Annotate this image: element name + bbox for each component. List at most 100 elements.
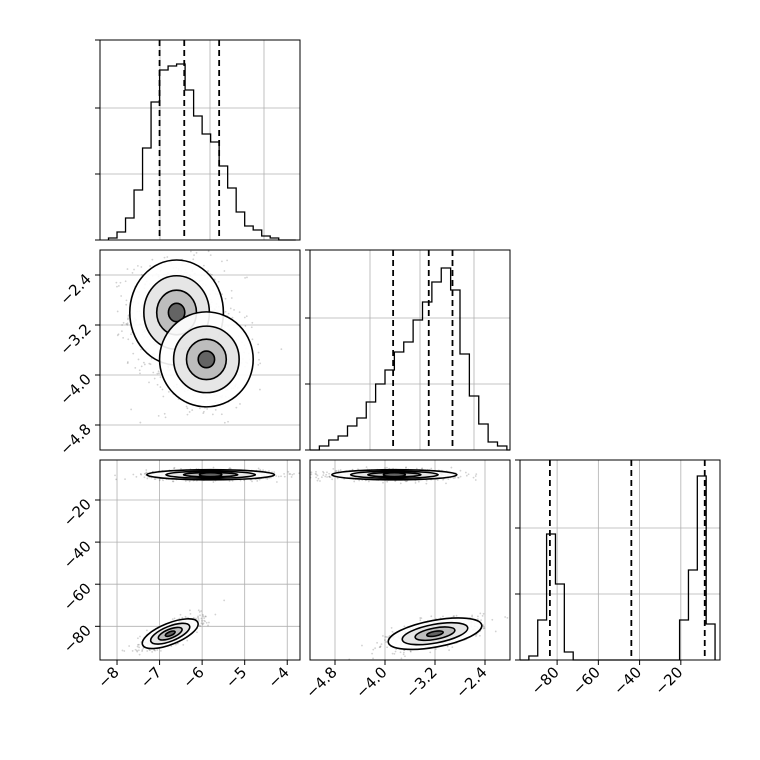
sample-point bbox=[474, 475, 477, 477]
sample-point bbox=[133, 268, 135, 271]
sample-point bbox=[123, 650, 126, 652]
sample-point bbox=[480, 619, 483, 622]
sample-point bbox=[315, 476, 318, 479]
sample-point bbox=[477, 615, 479, 618]
sample-point bbox=[384, 635, 387, 638]
hist_p2-frame bbox=[309, 249, 511, 451]
sample-point bbox=[223, 599, 226, 602]
sample-point bbox=[212, 481, 215, 483]
sample-point bbox=[262, 469, 264, 472]
sample-point bbox=[251, 321, 254, 324]
sample-point bbox=[136, 264, 139, 267]
sample-point bbox=[192, 616, 195, 619]
sample-point bbox=[385, 641, 388, 643]
sample-point bbox=[173, 466, 176, 469]
sample-point bbox=[137, 637, 139, 640]
scatter_p3_p1-panel: −8 −7 −6 −5 −4 −20 −40 −60 −80 bbox=[60, 459, 303, 692]
sample-point bbox=[224, 297, 227, 300]
x-tick-label: −7 bbox=[137, 663, 165, 691]
sample-point bbox=[211, 413, 214, 416]
sample-point bbox=[307, 476, 309, 478]
sample-point bbox=[230, 289, 233, 292]
sample-point bbox=[162, 395, 165, 398]
sample-point bbox=[182, 643, 185, 646]
sample-point bbox=[127, 318, 129, 321]
sample-point bbox=[378, 646, 381, 649]
sample-point bbox=[143, 363, 146, 366]
sample-point bbox=[445, 482, 447, 485]
sample-point bbox=[198, 247, 200, 249]
sample-point bbox=[336, 477, 339, 480]
sample-point bbox=[404, 480, 407, 483]
sample-point bbox=[223, 270, 226, 272]
sample-point bbox=[221, 260, 223, 263]
sample-point bbox=[452, 615, 455, 618]
y-tick-label: −4.8 bbox=[56, 420, 94, 458]
sample-point bbox=[149, 265, 152, 267]
sample-point bbox=[186, 413, 189, 416]
sample-point bbox=[130, 408, 133, 411]
sample-point bbox=[474, 479, 477, 481]
sample-point bbox=[231, 316, 234, 319]
sample-point bbox=[471, 614, 474, 617]
sample-point bbox=[454, 476, 456, 479]
sample-point bbox=[475, 635, 477, 637]
sample-point bbox=[404, 655, 406, 658]
sample-point bbox=[482, 612, 485, 615]
sample-point bbox=[425, 479, 428, 482]
sample-point bbox=[280, 348, 283, 351]
sample-point bbox=[142, 361, 145, 364]
sample-point bbox=[319, 480, 321, 482]
sample-point bbox=[483, 627, 486, 630]
sample-point bbox=[173, 245, 175, 247]
sample-point bbox=[257, 343, 260, 346]
sample-point bbox=[209, 254, 212, 257]
sample-point bbox=[121, 649, 124, 652]
x-tick-label: −8 bbox=[94, 663, 122, 691]
sample-point bbox=[197, 609, 200, 612]
sample-point bbox=[195, 251, 198, 254]
x-tick-label: −6 bbox=[179, 663, 207, 691]
sample-point bbox=[152, 371, 155, 374]
sample-point bbox=[163, 412, 166, 415]
sample-point bbox=[258, 358, 260, 361]
sample-point bbox=[132, 473, 135, 476]
sample-point bbox=[358, 479, 361, 482]
sample-point bbox=[139, 372, 141, 375]
sample-point bbox=[203, 410, 205, 413]
sample-point bbox=[153, 649, 155, 651]
sample-point bbox=[184, 615, 187, 618]
sample-point bbox=[145, 471, 148, 474]
sample-point bbox=[157, 414, 160, 417]
sample-point bbox=[224, 310, 227, 313]
scatter_p3_p1-frame bbox=[99, 459, 301, 661]
x-tick-label: −20 bbox=[651, 663, 686, 698]
sample-point bbox=[452, 477, 455, 479]
sample-point bbox=[125, 299, 128, 302]
sample-point bbox=[200, 619, 203, 622]
sample-point bbox=[316, 474, 319, 477]
sample-point bbox=[250, 326, 253, 329]
sample-point bbox=[266, 478, 269, 480]
sample-point bbox=[220, 413, 223, 416]
sample-point bbox=[138, 653, 141, 656]
sample-point bbox=[372, 648, 375, 651]
sample-point bbox=[140, 473, 143, 476]
sample-point bbox=[420, 617, 423, 619]
sample-point bbox=[400, 657, 403, 660]
sample-point bbox=[131, 342, 134, 345]
sample-point bbox=[188, 480, 191, 483]
sample-point bbox=[173, 617, 176, 620]
sample-point bbox=[409, 650, 412, 652]
sample-point bbox=[301, 474, 303, 476]
sample-point bbox=[230, 297, 233, 299]
sample-point bbox=[146, 477, 149, 480]
sample-point bbox=[208, 621, 210, 624]
sample-point bbox=[291, 473, 294, 476]
sample-point bbox=[202, 412, 205, 415]
sample-point bbox=[301, 471, 303, 473]
sample-point bbox=[386, 646, 389, 649]
sample-point bbox=[390, 627, 393, 629]
sample-point bbox=[174, 643, 177, 646]
sample-point bbox=[120, 330, 123, 333]
